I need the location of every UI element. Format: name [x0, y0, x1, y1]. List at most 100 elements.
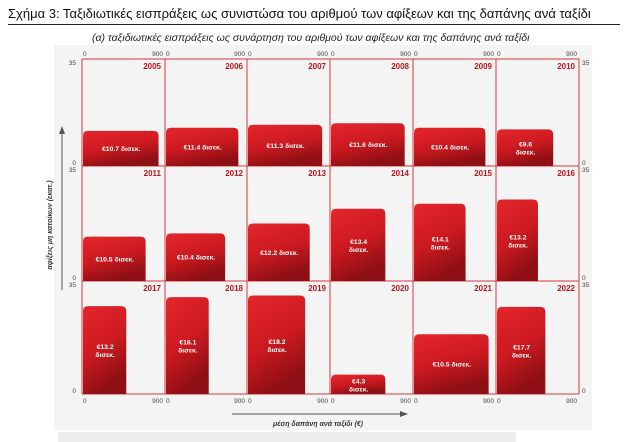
- x-tick-bottom-max: 900: [483, 398, 494, 405]
- bar-value-line-1: €18.2: [269, 339, 286, 346]
- y-tick-bottom-left: 0: [72, 160, 76, 167]
- y-tick-bottom-left: 0: [72, 275, 76, 282]
- bar-value-label: €10.5 δισεκ.: [96, 256, 135, 263]
- bar-value-text: €10.4 δισεκ.: [431, 144, 470, 151]
- panel-bar: [166, 297, 209, 394]
- bar-value-line-1: €13.2: [509, 234, 526, 241]
- bar-value-label: €10.4 δισεκ.: [431, 144, 470, 151]
- x-tick-bottom-max: 900: [317, 398, 328, 405]
- bar-value-line-1: €17.7: [513, 344, 530, 351]
- bar-value-label: €10.5 δισεκ.: [433, 362, 472, 369]
- bar-value-line-1: €16.1: [179, 340, 196, 347]
- bar-value-line-1: €13.2: [97, 344, 114, 351]
- bar-value-text: €10.5 δισεκ.: [433, 362, 472, 369]
- x-tick-top-min: 0: [166, 51, 170, 58]
- x-tick-top-min: 0: [83, 51, 87, 58]
- bar-value-line-2: δισεκ.: [267, 347, 287, 354]
- figure-subtitle: (α) ταξιδιωτικές εισπράξεις ως συνάρτηση…: [92, 32, 530, 44]
- x-tick-top-min: 0: [248, 51, 252, 58]
- bar-value-line-2: δισεκ.: [508, 242, 528, 249]
- bar-value-text: €11.6 δισεκ.: [349, 142, 387, 149]
- bar-value-label: €10.4 δισεκ.: [177, 255, 216, 262]
- x-tick-top-max: 900: [400, 51, 411, 58]
- panel-bar: [248, 223, 310, 281]
- bar-value-label: €10.7 δισεκ.: [102, 146, 141, 153]
- bar-value-line-1: €13.4: [350, 239, 367, 246]
- bar-value-label: €11.6 δισεκ.: [349, 142, 387, 149]
- x-axis-label: μέση δαπάνη ανά ταξίδι (€): [272, 421, 364, 428]
- x-tick-bottom-max: 900: [566, 398, 577, 405]
- panel-year-label: 2022: [557, 284, 575, 293]
- panel-bar: [497, 199, 538, 281]
- bar-value-line-2: δισεκ.: [512, 352, 532, 359]
- x-tick-bottom-min: 0: [414, 398, 418, 405]
- panel-year-label: 2017: [143, 284, 161, 293]
- bar-value-text: €12.2 δισεκ.: [260, 250, 299, 257]
- x-axis-arrow-head: [400, 411, 408, 417]
- panel-bar: [248, 124, 323, 166]
- bar-value-label: €11.4 δισεκ.: [184, 144, 222, 151]
- y-tick-bottom-right: 0: [582, 388, 586, 395]
- x-tick-top-max: 900: [234, 51, 245, 58]
- panel-2012: 2012 €10.4 δισεκ.: [166, 169, 244, 281]
- bar-value-text: €11.4 δισεκ.: [184, 144, 222, 151]
- panel-bar: [83, 236, 146, 281]
- y-tick-top-left: 35: [69, 167, 77, 174]
- x-tick-bottom-max: 900: [152, 398, 163, 405]
- panel-year-label: 2018: [225, 284, 243, 293]
- panel-bar: [83, 130, 159, 166]
- y-tick-top-right: 35: [582, 167, 590, 174]
- panel-year-label: 2005: [143, 62, 161, 71]
- bar-value-text: €11.3 δισεκ.: [267, 143, 305, 150]
- chart-bottom-strip: [58, 432, 516, 442]
- figure-header: Σχήμα 3: Ταξιδιωτικές εισπράξεις ως συνι…: [8, 4, 620, 25]
- panel-year-label: 2010: [557, 62, 575, 71]
- panel-bar: [331, 123, 405, 166]
- y-tick-top-right: 35: [582, 282, 590, 289]
- panel-2006: 2006 €11.4 δισεκ.: [166, 62, 244, 166]
- bar-value-line-2: δισεκ.: [349, 386, 369, 393]
- bar-value-line-1: €4.3: [352, 378, 365, 385]
- panel-year-label: 2007: [308, 62, 326, 71]
- panel-year-label: 2014: [391, 169, 409, 178]
- x-tick-bottom-min: 0: [497, 398, 501, 405]
- panel-bar: [414, 334, 489, 394]
- bar-value-line-2: δισεκ.: [349, 247, 369, 254]
- panel-year-label: 2015: [474, 169, 492, 178]
- panel-bar: [166, 233, 226, 281]
- panel-year-label: 2009: [474, 62, 492, 71]
- panel-2007: 2007 €11.3 δισεκ.: [248, 62, 327, 166]
- x-tick-bottom-max: 900: [234, 398, 245, 405]
- panel-2008: 2008 €11.6 δισεκ.: [331, 62, 410, 166]
- y-axis-label: αφίξεις μη κατοίκων (εκατ.): [47, 180, 54, 270]
- x-tick-top-min: 0: [497, 51, 501, 58]
- panel-bar: [83, 306, 127, 394]
- x-tick-bottom-min: 0: [248, 398, 252, 405]
- bar-value-label: €11.3 δισεκ.: [267, 143, 305, 150]
- y-tick-top-left: 35: [69, 60, 77, 67]
- panel-bar: [331, 208, 386, 281]
- panel-bar: [414, 203, 466, 281]
- panel-2009: 2009 €10.4 δισεκ.: [414, 62, 493, 166]
- x-tick-top-max: 900: [152, 51, 163, 58]
- panel-year-label: 2021: [474, 284, 492, 293]
- x-tick-top-max: 900: [483, 51, 494, 58]
- bar-value-text: €10.4 δισεκ.: [177, 255, 216, 262]
- y-tick-bottom-right: 0: [582, 160, 586, 167]
- bar-value-line-1: €9.6: [519, 142, 532, 149]
